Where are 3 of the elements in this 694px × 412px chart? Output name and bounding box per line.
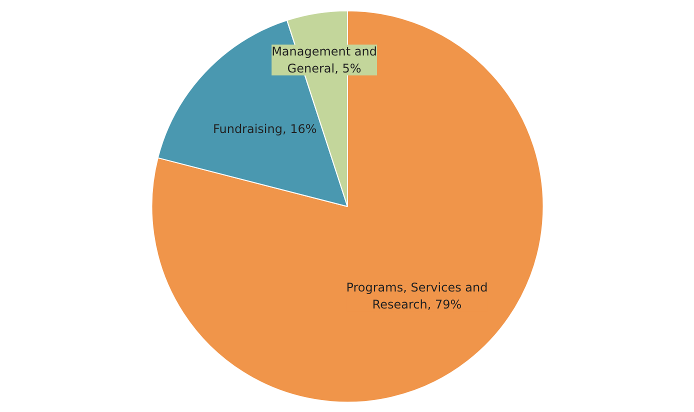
slice-label: Management and General, 5% [272,44,378,76]
slice-label: Programs, Services and Research, 79% [346,280,488,312]
slice-label: Fundraising, 16% [212,122,317,136]
